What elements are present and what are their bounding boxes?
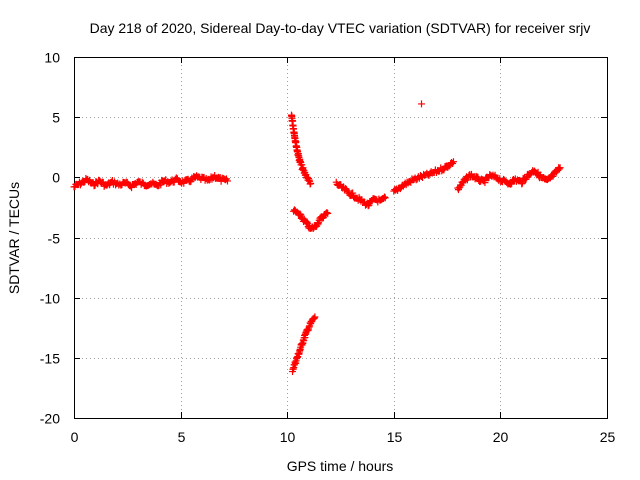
x-tick-label: 10 — [280, 429, 296, 445]
y-tick-labels: 10 5 0 -5 -10 -15 -20 — [40, 50, 60, 427]
data-point — [318, 214, 326, 222]
y-tick-label: 10 — [44, 50, 60, 66]
data-point — [349, 189, 357, 197]
y-tick-label: -20 — [40, 411, 60, 427]
data-point — [418, 100, 426, 108]
data-point — [157, 181, 165, 189]
y-tick-label: -10 — [40, 291, 60, 307]
data-point — [380, 193, 388, 201]
x-tick-labels: 0 5 10 15 20 25 — [71, 429, 616, 445]
data-point — [440, 166, 448, 174]
data-point — [311, 313, 319, 321]
data-point — [380, 195, 388, 203]
chart-title: Day 218 of 2020, Sidereal Day-to-day VTE… — [90, 20, 591, 36]
x-axis-label: GPS time / hours — [287, 458, 394, 474]
data-point — [555, 165, 563, 173]
series-arc-5 — [332, 178, 389, 210]
x-tick-label: 0 — [71, 429, 79, 445]
series-arc-1 — [70, 171, 232, 192]
data-point — [319, 214, 327, 222]
data-point — [324, 209, 332, 217]
data-point — [364, 202, 372, 210]
data-point — [365, 201, 373, 209]
data-point — [297, 211, 305, 219]
data-point — [518, 180, 526, 188]
data-point — [172, 174, 180, 182]
y-tick-label: 0 — [52, 170, 60, 186]
x-tick-label: 5 — [178, 429, 186, 445]
data-point — [310, 314, 318, 322]
data-point — [474, 173, 482, 181]
series-arc-2 — [287, 111, 315, 188]
axis-ticks — [74, 57, 608, 419]
data-points — [70, 100, 564, 376]
series-arc-3 — [290, 206, 332, 233]
y-tick-label: -15 — [40, 351, 60, 367]
series-arc-4 — [289, 313, 319, 376]
x-tick-label: 20 — [493, 429, 509, 445]
data-point — [556, 164, 564, 172]
x-tick-label: 25 — [600, 429, 616, 445]
y-axis-label: SDTVAR / TECUs — [6, 182, 22, 294]
data-point — [522, 175, 530, 183]
data-point — [449, 158, 457, 166]
data-point — [481, 179, 489, 187]
series-arc-7 — [454, 164, 564, 194]
data-point — [314, 220, 322, 228]
data-point — [307, 179, 315, 187]
grid — [74, 57, 607, 418]
data-point — [507, 180, 515, 188]
data-point — [323, 209, 331, 217]
y-tick-label: 5 — [52, 110, 60, 126]
data-point — [381, 194, 389, 202]
data-point — [296, 210, 304, 218]
data-point — [518, 179, 526, 187]
y-tick-label: -5 — [48, 231, 61, 247]
x-tick-label: 15 — [387, 429, 403, 445]
data-point — [224, 177, 232, 185]
series-outlier — [418, 100, 426, 108]
series-arc-6 — [390, 158, 457, 195]
